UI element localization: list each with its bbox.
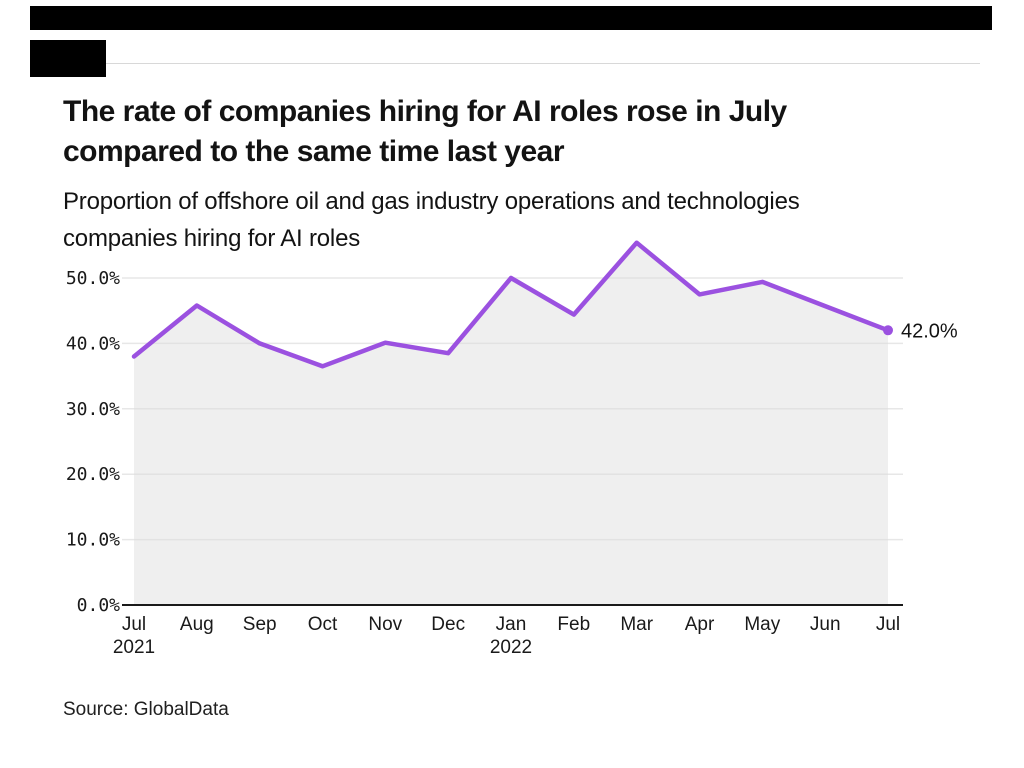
y-tick-label-0.0%: 0.0% [77, 595, 121, 616]
x-year-label-2021: 2021 [113, 637, 155, 658]
x-tick-label-Feb-7: Feb [557, 614, 590, 635]
x-tick-label-Jun-11: Jun [810, 614, 841, 635]
series-area-fill [134, 242, 888, 605]
y-tick-label-40.0%: 40.0% [66, 333, 120, 354]
x-tick-label-Dec-5: Dec [431, 614, 465, 635]
chart-title: The rate of companies hiring for AI role… [63, 95, 787, 169]
x-tick-label-Oct-3: Oct [308, 614, 338, 635]
site-header-bar [30, 6, 992, 30]
y-tick-label-10.0%: 10.0% [66, 530, 120, 551]
series-end-dot [883, 325, 893, 336]
site-logo-block [30, 40, 106, 77]
top-divider-rule [63, 63, 980, 64]
series-trend-line [131, 240, 891, 369]
x-tick-label-Nov-4: Nov [368, 614, 402, 635]
x-tick-label-Sep-2: Sep [243, 614, 277, 635]
x-tick-label-Mar-8: Mar [620, 614, 653, 635]
chart-subtitle: Proportion of offshore oil and gas indus… [63, 188, 800, 252]
x-tick-label-Jul-0: Jul [122, 614, 146, 635]
x-tick-label-Jul-12: Jul [876, 614, 900, 635]
end-value-label: 42.0% [901, 320, 958, 342]
x-tick-label-Apr-9: Apr [685, 614, 715, 635]
x-tick-label-Jan-6: Jan [496, 614, 527, 635]
y-tick-label-50.0%: 50.0% [66, 268, 120, 289]
x-tick-label-May-10: May [744, 614, 780, 635]
x-tick-label-Aug-1: Aug [180, 614, 214, 635]
source-attribution: Source: GlobalData [63, 699, 229, 720]
y-tick-label-30.0%: 30.0% [66, 399, 120, 420]
y-tick-label-20.0%: 20.0% [66, 464, 120, 485]
x-year-label-2022: 2022 [490, 637, 532, 658]
